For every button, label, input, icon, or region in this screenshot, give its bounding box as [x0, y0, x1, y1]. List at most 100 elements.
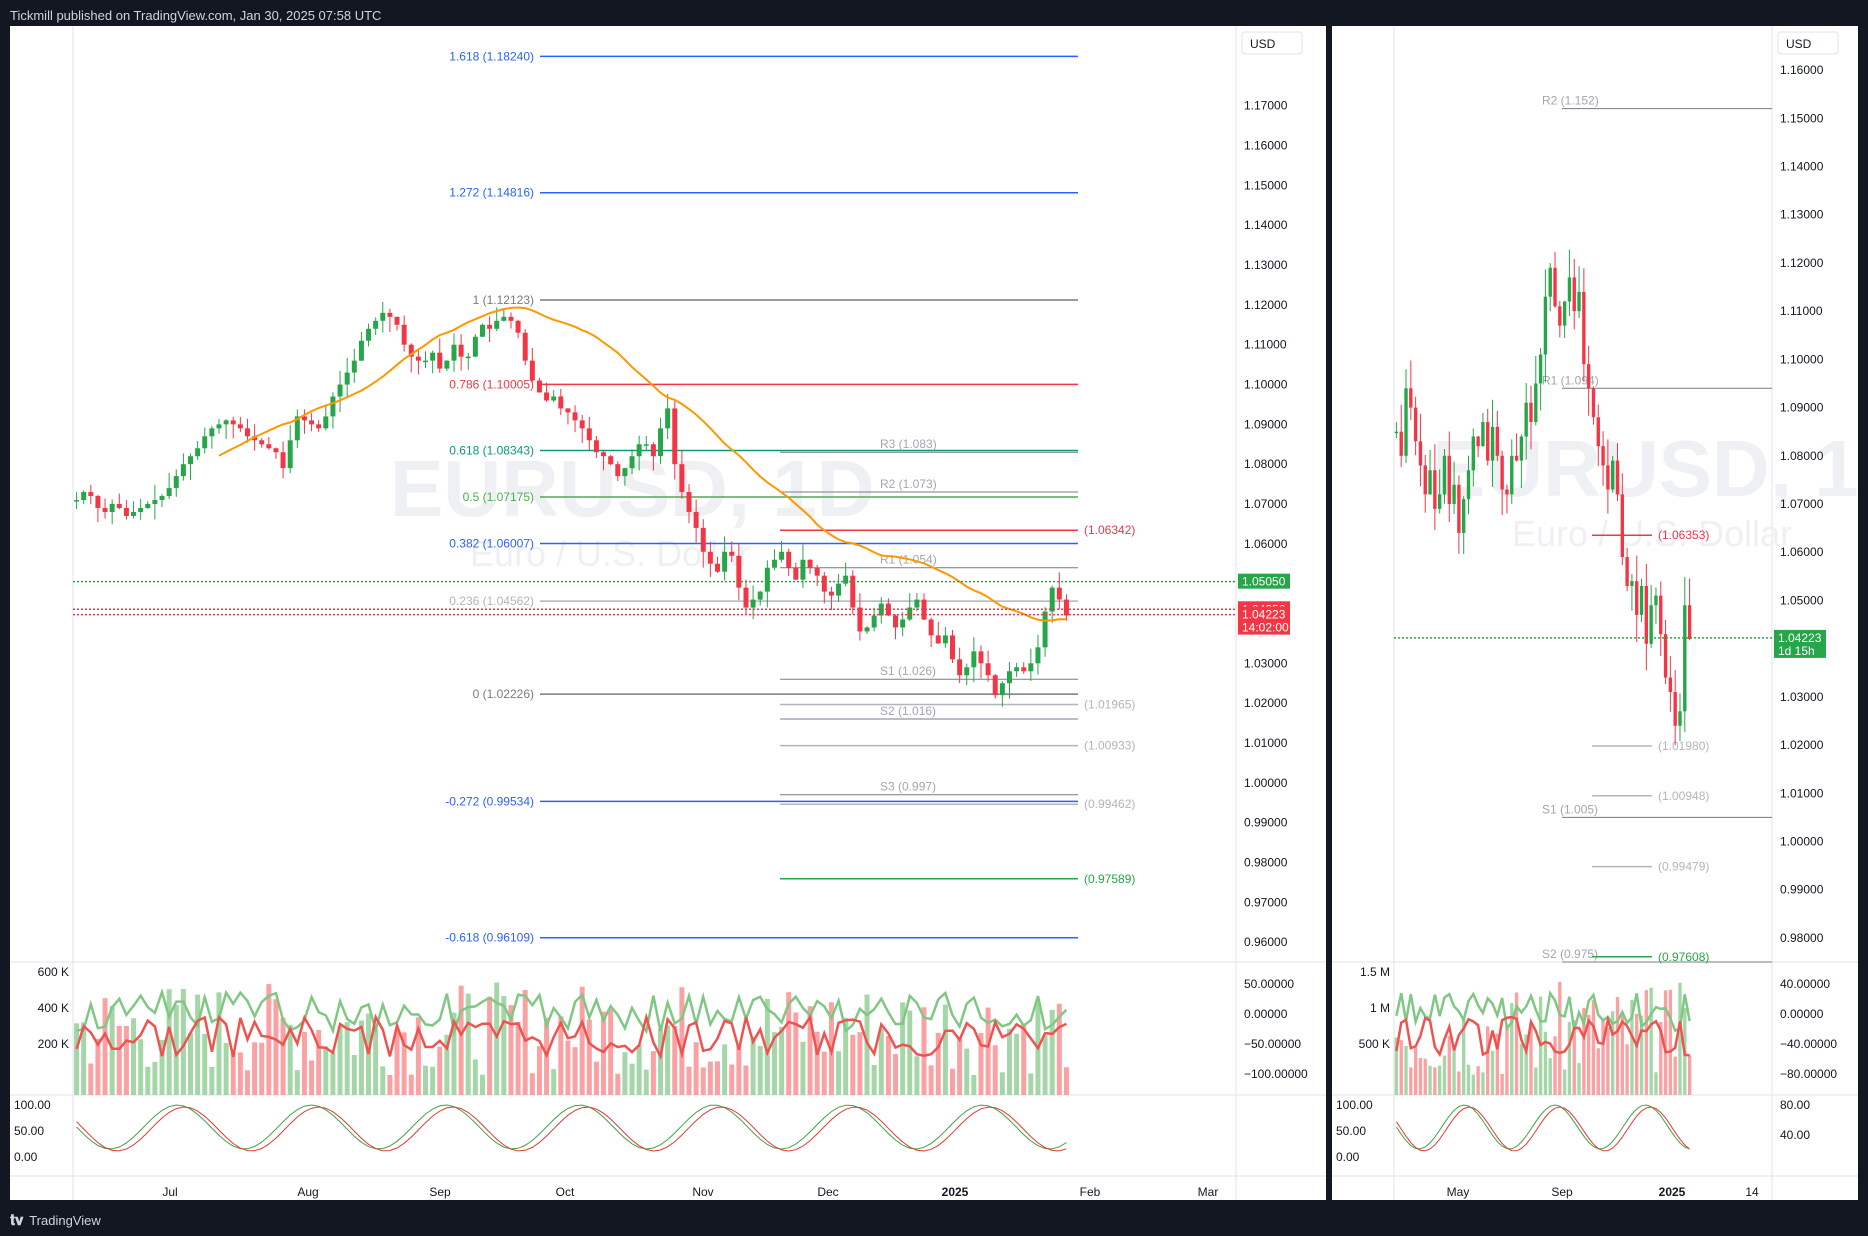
price-tag-box	[1238, 573, 1290, 589]
price-tick-label: 1.01000	[1780, 786, 1824, 800]
candle-body	[1673, 692, 1677, 726]
candle-body	[999, 683, 1005, 696]
candle-body	[658, 428, 664, 457]
candle-body	[1476, 436, 1480, 447]
volume-bar	[579, 986, 585, 1095]
volume-bar	[1615, 996, 1620, 1095]
volume-bar	[1553, 1036, 1557, 1095]
volume-bar	[444, 1034, 450, 1095]
target-label: (1.01980)	[1658, 739, 1709, 753]
candle-body	[935, 635, 941, 644]
volume-bar	[1428, 1065, 1432, 1095]
candle-body	[1014, 667, 1020, 672]
volume-bar	[643, 1069, 649, 1095]
volume-bar	[1457, 1071, 1461, 1095]
volume-tick-label: 200 K	[38, 1037, 69, 1051]
volume-bar	[1562, 1069, 1567, 1095]
candle-body	[957, 659, 963, 676]
volume-bar	[1471, 1074, 1475, 1095]
volume-bar	[487, 996, 493, 1095]
candle-body	[316, 424, 322, 429]
volume-bar	[394, 1029, 400, 1095]
volume-bar	[123, 1025, 129, 1095]
volume-bar	[1442, 1055, 1447, 1095]
pivot-label: R2 (1.073)	[880, 477, 937, 491]
candle-body	[850, 575, 856, 608]
target-label: (1.06353)	[1658, 528, 1709, 542]
volume-bar	[1586, 1014, 1591, 1095]
volume-bar	[1481, 1072, 1485, 1095]
volume-bar	[145, 1066, 151, 1095]
candle-body	[223, 420, 229, 425]
candle-body	[1558, 306, 1562, 326]
volume-tick-label: 400 K	[38, 1001, 69, 1015]
pivot-label: S2 (0.975)	[1542, 947, 1598, 961]
candle-body	[615, 464, 621, 477]
candle-body	[1620, 494, 1624, 558]
volume-bar	[1577, 1063, 1581, 1095]
volume-bar	[259, 1042, 265, 1095]
volume-bar	[650, 1051, 656, 1095]
volume-bar	[458, 985, 464, 1095]
price-tag-value: 1.05050	[1242, 575, 1286, 589]
volume-bar	[1572, 1020, 1576, 1095]
volume-bar	[522, 990, 528, 1095]
candle-body	[565, 408, 571, 413]
volume-bar	[608, 1009, 614, 1095]
candle-body	[551, 396, 557, 401]
candle-body	[593, 440, 599, 453]
candle-body	[764, 567, 770, 592]
candle-body	[950, 635, 955, 660]
candle-body	[1615, 460, 1620, 495]
volume-bar	[950, 1068, 955, 1095]
candle-body	[166, 488, 172, 497]
candle-body	[1514, 455, 1519, 461]
volume-bar	[985, 1007, 991, 1095]
candle-body	[280, 452, 286, 469]
candle-body	[942, 635, 948, 644]
candle-body	[529, 360, 535, 381]
time-tick-label: Dec	[817, 1185, 838, 1199]
fib-level-label: 1 (1.12123)	[473, 293, 534, 307]
candle-body	[1409, 388, 1413, 408]
volume-bar	[1500, 1073, 1504, 1095]
publisher-header: Tickmill published on TradingView.com, J…	[10, 8, 382, 23]
candle-body	[494, 320, 500, 329]
volume-bar	[707, 1061, 713, 1095]
weekly-chart-svg[interactable]: EURUSD, 1WEuro / U.S. Dollar USD 1.16000 1.…	[1332, 26, 1868, 1200]
candle-body	[74, 500, 80, 502]
volume-bar	[1466, 1064, 1471, 1095]
volume-bar	[280, 1017, 286, 1095]
candle-body	[679, 464, 685, 493]
candle-body	[1056, 587, 1062, 600]
candle-body	[964, 667, 970, 676]
candle-body	[608, 456, 614, 465]
candle-body	[629, 456, 635, 469]
candle-body	[430, 352, 436, 361]
candle-body	[686, 492, 692, 512]
price-tag-value: 1.04223	[1778, 631, 1822, 645]
volume-bar	[700, 1067, 706, 1095]
oscillator-red-line	[1395, 1014, 1690, 1058]
daily-chart-panel[interactable]: EURUSD, 1D Euro / U.S. Dollar USD 1.17000 1.…	[10, 26, 1326, 1200]
price-tick-label: 1.03000	[1244, 656, 1288, 670]
volume-bar	[572, 1047, 578, 1095]
volume-bar	[800, 1041, 806, 1095]
volume-bar	[301, 1031, 307, 1095]
stoch-tick-label: 0.00	[1336, 1150, 1360, 1164]
target-label: (1.06342)	[1084, 523, 1135, 537]
volume-bar	[586, 1019, 592, 1095]
currency-label: USD	[1786, 37, 1812, 51]
candle-body	[458, 344, 464, 357]
volume-bar	[195, 994, 201, 1095]
oscillator-tick-label: −80.00000	[1780, 1067, 1837, 1081]
candle-body	[1591, 388, 1596, 418]
candle-body	[1678, 711, 1682, 726]
volume-bar	[551, 1069, 557, 1095]
weekly-chart-panel[interactable]: EURUSD, 1WEuro / U.S. Dollar USD 1.16000 1.…	[1332, 26, 1868, 1200]
volume-tick-label: 1.5 M	[1360, 965, 1390, 979]
candle-body	[1567, 277, 1572, 302]
pivot-label: R3 (1.083)	[880, 437, 937, 451]
stoch-tick-label: 50.00	[14, 1124, 44, 1138]
